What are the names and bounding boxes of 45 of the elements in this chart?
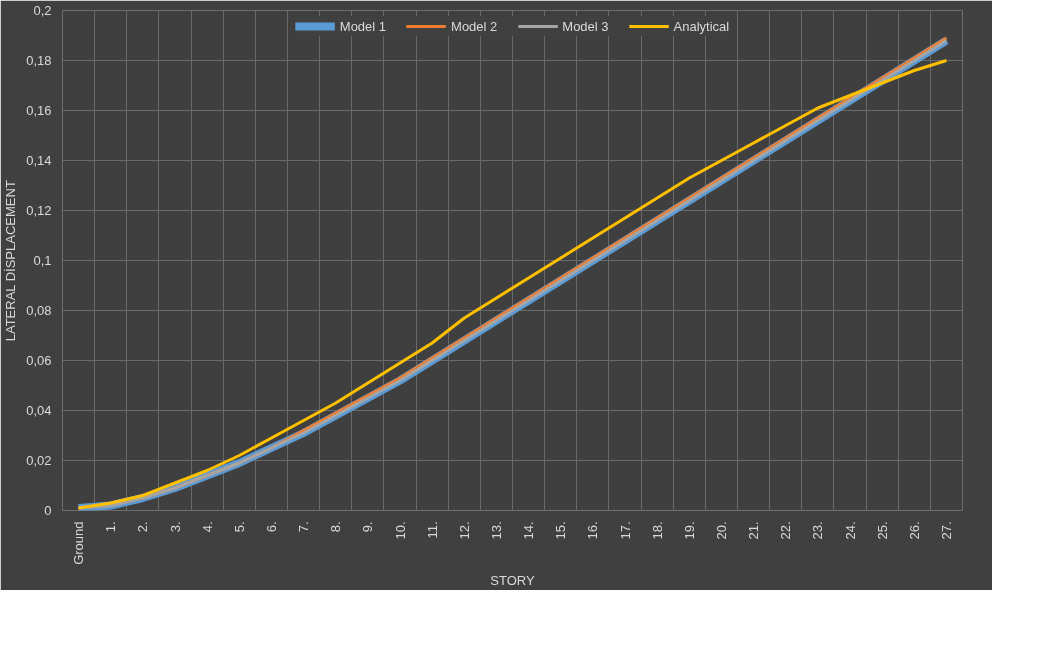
x-tick-label: 10. bbox=[392, 521, 408, 540]
x-tick-label: 18. bbox=[649, 521, 665, 540]
y-tick-label: 0,08 bbox=[26, 303, 52, 318]
y-axis-title: LATERAL DİSPLACEMENT bbox=[3, 180, 19, 342]
x-tick-label: 6. bbox=[263, 521, 279, 533]
x-tick-label: 1. bbox=[103, 521, 119, 533]
x-axis-title: STORY bbox=[490, 572, 535, 588]
y-tick-label: 0,18 bbox=[26, 53, 52, 68]
x-tick-label: 5. bbox=[231, 521, 247, 533]
x-tick-label: 12. bbox=[456, 521, 472, 540]
y-tick-label: 0 bbox=[44, 503, 52, 518]
legend-label: Model 1 bbox=[339, 18, 387, 34]
x-tick-label: 7. bbox=[296, 521, 312, 533]
x-tick-label: 20. bbox=[713, 521, 729, 540]
y-tick-label: 0,04 bbox=[26, 403, 52, 418]
y-tick-label: 0,12 bbox=[26, 203, 52, 218]
x-tick-label: 15. bbox=[553, 521, 569, 540]
x-tick-label: 14. bbox=[521, 521, 537, 540]
x-tick-label: 22. bbox=[778, 521, 794, 540]
legend-label: Model 2 bbox=[451, 18, 498, 34]
x-tick-label: 8. bbox=[328, 521, 344, 533]
y-tick-label: 0,14 bbox=[26, 153, 52, 168]
x-tick-label: 26. bbox=[906, 521, 922, 540]
x-tick-label: 24. bbox=[842, 521, 858, 540]
y-tick-label: 0,02 bbox=[26, 453, 52, 468]
x-tick-label: 23. bbox=[810, 521, 826, 540]
y-tick-label: 0,2 bbox=[33, 3, 52, 18]
x-tick-label: 2. bbox=[135, 521, 151, 533]
x-tick-label: 19. bbox=[681, 521, 697, 540]
x-tick-label: 16. bbox=[585, 521, 601, 540]
x-tick-label: 11. bbox=[424, 521, 440, 539]
x-tick-label: 21. bbox=[746, 521, 762, 540]
x-tick-label: 9. bbox=[360, 521, 376, 533]
x-tick-label: Ground bbox=[71, 521, 87, 565]
x-tick-label: 25. bbox=[874, 521, 890, 540]
legend-label: Model 3 bbox=[562, 18, 609, 34]
x-tick-label: 3. bbox=[167, 521, 183, 533]
x-tick-label: 27. bbox=[938, 521, 954, 540]
y-tick-label: 0,1 bbox=[33, 253, 52, 268]
y-tick-label: 0,16 bbox=[26, 103, 52, 118]
x-tick-label: 13. bbox=[488, 521, 504, 540]
legend-label: Analytical bbox=[673, 18, 730, 34]
y-tick-label: 0,06 bbox=[26, 353, 52, 368]
x-tick-label: 17. bbox=[617, 521, 633, 540]
x-tick-label: 4. bbox=[199, 521, 215, 533]
